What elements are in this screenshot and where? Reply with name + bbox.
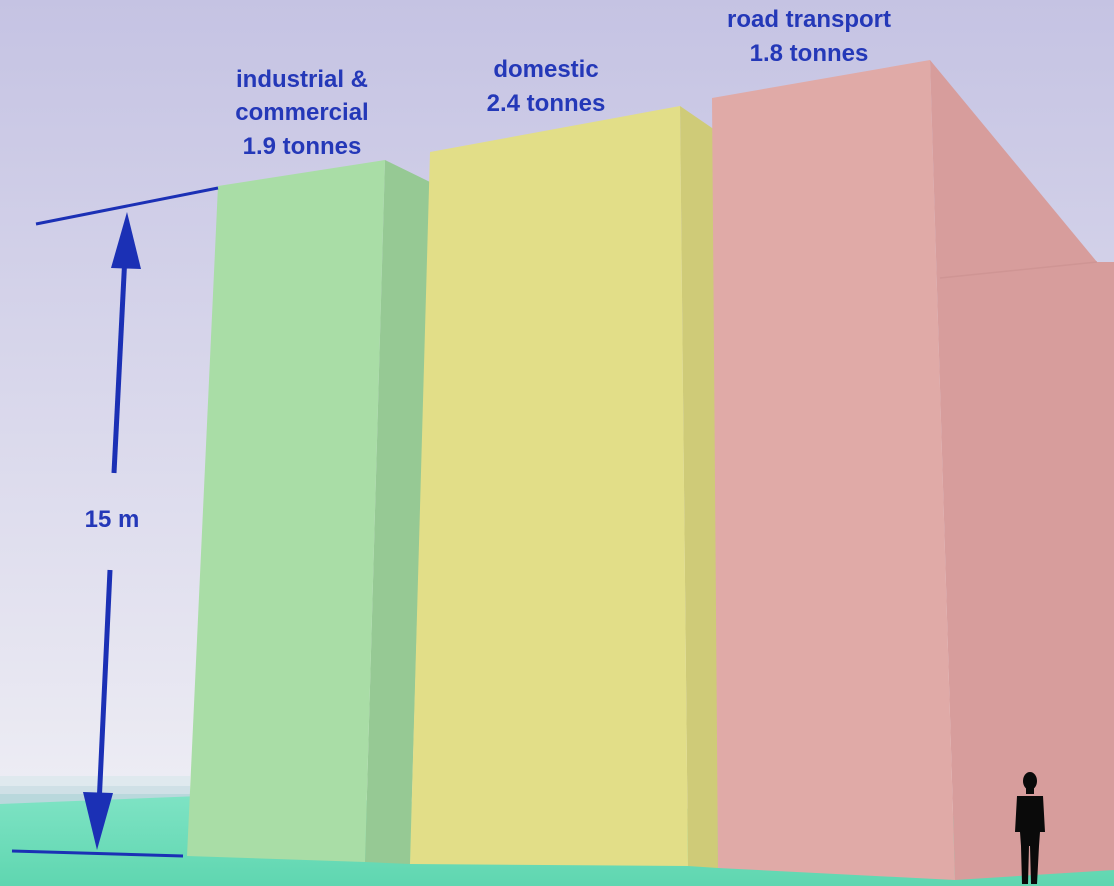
bar-road-edge [939,261,1098,279]
person-silhouette-icon [1015,772,1045,884]
scale-label: 15 m [85,506,140,533]
label-domestic-line1: domestic [493,56,598,83]
scale-top-line [35,186,219,226]
label-industrial-value: 1.9 tonnes [243,133,362,160]
bar-domestic-side-face [680,106,718,868]
label-domestic-value: 2.4 tonnes [487,90,606,117]
bar-industrial-front-face [187,160,385,862]
label-industrial-line1: industrial & [236,66,368,93]
scale-arrow-lower-shaft [96,569,113,806]
scale-marker [11,186,219,858]
label-industrial-line2: commercial [235,99,368,126]
bar-domestic-front-face [410,106,688,866]
scale-arrow-down-head [83,792,113,850]
bar-industrial-side-face [365,160,430,864]
bar-road-front-face [712,60,955,880]
scale-arrow-up-head [111,212,141,269]
bar-domestic [410,106,718,868]
scale-arrow-upper-shaft [111,254,128,474]
scale-bottom-line [11,849,184,858]
bar-industrial-commercial [187,160,430,864]
bar-road-transport [712,60,1114,880]
label-road-value: 1.8 tonnes [750,40,869,67]
label-road-line1: road transport [727,6,891,33]
